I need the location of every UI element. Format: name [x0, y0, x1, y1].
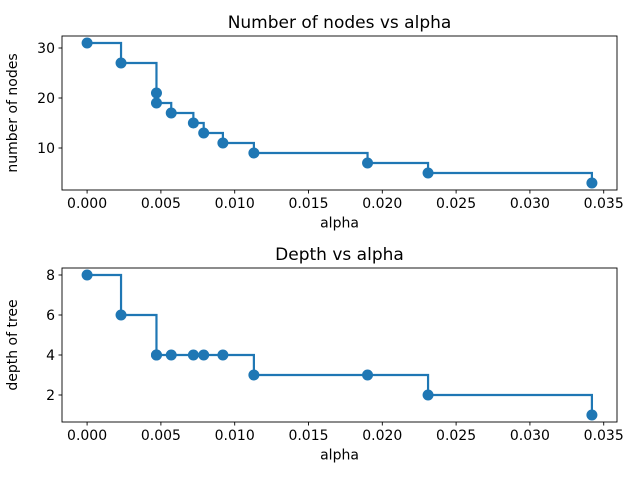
data-point-marker [586, 177, 598, 189]
y-tick-label: 10 [37, 141, 55, 157]
y-tick-label: 30 [37, 41, 55, 57]
data-point-marker [248, 147, 260, 159]
data-point-marker [362, 157, 374, 169]
subplot-number-of-nodes: 0.000 0.005 0.010 0.015 0.020 0.025 0.030 0.035… [37, 35, 624, 212]
x-tick-label: 0.005 [141, 428, 181, 444]
data-point-marker [165, 107, 177, 119]
x-tick-label: 0.010 [215, 196, 255, 212]
top-chart-xlabel: alpha [320, 216, 359, 232]
bottom-chart-xlabel: alpha [320, 448, 359, 464]
y-tick-label: 8 [46, 268, 55, 284]
data-point-marker [187, 349, 199, 361]
x-tick-label: 0.000 [67, 428, 107, 444]
axes-spines [61, 267, 618, 423]
data-point-marker [81, 269, 93, 281]
data-point-marker [198, 127, 210, 139]
data-point-marker [198, 349, 210, 361]
top-chart-ylabel: number of nodes [5, 53, 21, 172]
x-tick-label: 0.035 [584, 196, 624, 212]
x-tick-label: 0.025 [436, 196, 476, 212]
x-tick-label: 0.025 [436, 428, 476, 444]
data-point-marker [187, 117, 199, 129]
x-tick-label: 0.020 [362, 428, 402, 444]
bottom-chart-ylabel: depth of tree [5, 299, 21, 390]
data-point-marker [115, 57, 127, 69]
data-point-marker [422, 389, 434, 401]
y-tick-label: 20 [37, 91, 55, 107]
x-tick-label: 0.005 [141, 196, 181, 212]
data-point-marker [165, 349, 177, 361]
x-tick-label: 0.000 [67, 196, 107, 212]
x-tick-label: 0.030 [510, 428, 550, 444]
data-point-marker [248, 369, 260, 381]
step-line [87, 273, 594, 415]
data-point-marker [150, 349, 162, 361]
x-tick-label: 0.030 [510, 196, 550, 212]
data-point-marker [115, 309, 127, 321]
data-point-marker [362, 369, 374, 381]
x-tick-label: 0.015 [288, 428, 328, 444]
y-tick-label: 4 [46, 348, 55, 364]
y-tick-label: 2 [46, 388, 55, 404]
data-point-marker [81, 37, 93, 49]
x-tick-label: 0.010 [215, 428, 255, 444]
data-point-marker [217, 349, 229, 361]
y-tick-label: 6 [46, 308, 55, 324]
x-tick-label: 0.020 [362, 196, 402, 212]
data-point-marker [150, 97, 162, 109]
axes-spines [61, 35, 618, 191]
data-point-marker [422, 167, 434, 179]
bottom-chart-title: Depth vs alpha [275, 245, 404, 265]
data-point-marker [586, 409, 598, 421]
x-tick-label: 0.035 [584, 428, 624, 444]
x-tick-label: 0.015 [288, 196, 328, 212]
data-point-marker [150, 87, 162, 99]
top-chart-title: Number of nodes vs alpha [228, 13, 452, 33]
subplot-depth-of-tree: 0.000 0.005 0.010 0.015 0.020 0.025 0.030 0.035… [46, 267, 624, 444]
data-point-marker [217, 137, 229, 149]
